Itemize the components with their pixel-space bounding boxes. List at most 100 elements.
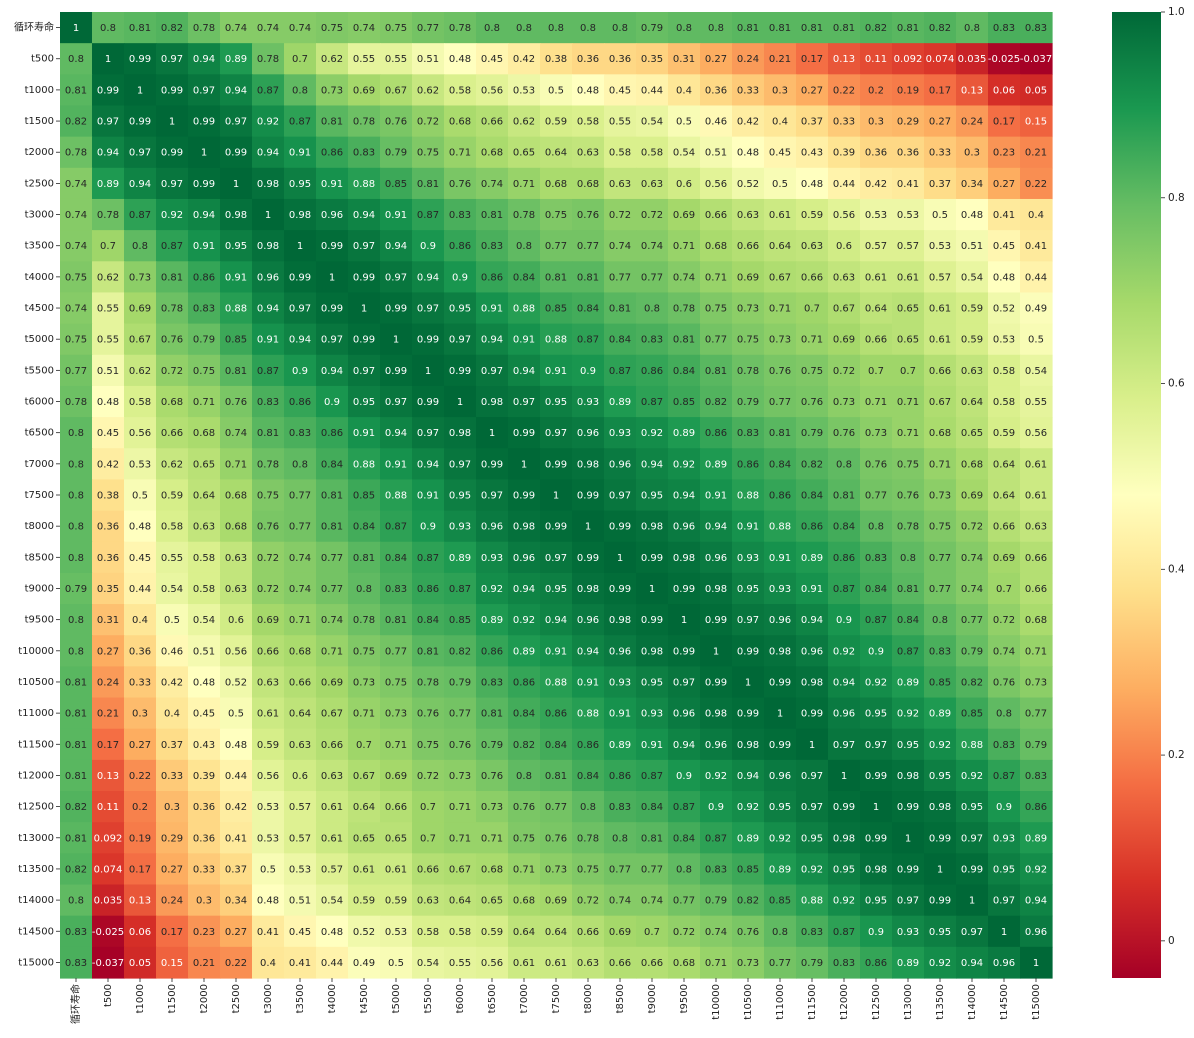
- cell-value-label: 0.83: [801, 927, 823, 938]
- cell-value-label: 0.67: [385, 85, 407, 96]
- cell-value-label: 0.96: [577, 428, 599, 439]
- cell-value-label: 0.88: [545, 335, 567, 346]
- cell-value-label: 0.97: [737, 615, 759, 626]
- cell-value-label: 0.13: [129, 896, 151, 907]
- cell-value-label: 0.87: [993, 771, 1015, 782]
- cell-value-label: 1: [809, 740, 815, 751]
- cell-value-label: 0.94: [385, 241, 407, 252]
- heatmap-cell: [508, 417, 541, 449]
- cell-value-label: 0.89: [449, 553, 471, 564]
- cell-value-label: 0.43: [193, 740, 215, 751]
- heatmap-cell: [828, 354, 861, 387]
- cell-value-label: 0.91: [289, 148, 311, 159]
- cell-value-label: 0.99: [897, 802, 919, 813]
- heatmap-cell: [796, 354, 829, 387]
- heatmap-cell: [796, 323, 829, 356]
- cell-value-label: 0.97: [673, 677, 695, 688]
- heatmap-cell: [636, 12, 669, 44]
- heatmap-cell: [956, 230, 989, 262]
- heatmap-cell: [572, 417, 605, 449]
- cell-value-label: 0.94: [481, 335, 503, 346]
- cell-value-label: 0.87: [833, 584, 855, 595]
- cell-value-label: 0.71: [897, 397, 919, 408]
- cell-value-label: 0.27: [801, 85, 823, 96]
- cell-value-label: 1: [233, 179, 239, 190]
- cell-value-label: 0.99: [513, 491, 535, 502]
- cell-value-label: 0.99: [97, 85, 119, 96]
- heatmap-cell: [828, 385, 861, 418]
- x-tick-label: t1500: [167, 984, 178, 1013]
- cell-value-label: 0.8: [868, 522, 884, 533]
- x-tick-label: t4000: [327, 984, 338, 1013]
- cell-value-label: 0.61: [321, 802, 343, 813]
- heatmap-cell: [636, 479, 669, 512]
- cell-value-label: 0.66: [161, 428, 183, 439]
- cell-value-label: 0.34: [961, 179, 983, 190]
- heatmap-cell: [604, 230, 637, 262]
- cell-value-label: 0.96: [801, 646, 823, 657]
- heatmap-cell: [700, 354, 733, 387]
- cell-value-label: 0.94: [225, 85, 247, 96]
- cell-value-label: 0.99: [705, 615, 727, 626]
- heatmap-cell: [124, 385, 157, 418]
- cell-value-label: 0.035: [94, 896, 123, 907]
- cell-value-label: 0.81: [769, 23, 791, 34]
- heatmap-cell: [732, 292, 765, 325]
- cell-value-label: 0.48: [961, 210, 983, 221]
- heatmap-cell: [284, 385, 317, 418]
- heatmap-cell: [348, 230, 381, 262]
- heatmap-cell: [60, 230, 93, 262]
- heatmap-cell: [508, 230, 541, 262]
- heatmap-cell: [988, 479, 1021, 512]
- heatmap-cell: [284, 323, 317, 356]
- cell-value-label: 0.68: [513, 896, 535, 907]
- cell-value-label: 0.98: [801, 677, 823, 688]
- cell-value-label: 0.92: [833, 646, 855, 657]
- cell-value-label: 0.77: [289, 491, 311, 502]
- cell-value-label: 0.88: [225, 304, 247, 315]
- heatmap-cell: [700, 74, 733, 107]
- cell-value-label: 0.81: [417, 646, 439, 657]
- heatmap-cell: [668, 198, 701, 231]
- heatmap-cell: [860, 198, 893, 231]
- heatmap-cell: [412, 12, 445, 44]
- cell-value-label: 0.99: [129, 54, 151, 65]
- cell-value-label: 0.71: [929, 459, 951, 470]
- heatmap-cell: [316, 604, 349, 636]
- cell-value-label: 0.48: [257, 896, 279, 907]
- heatmap-cell: [604, 198, 637, 231]
- heatmap-cell: [60, 105, 93, 138]
- heatmap-cell: [1020, 136, 1053, 169]
- cell-value-label: 0.84: [641, 802, 663, 813]
- heatmap-cell: [700, 230, 733, 262]
- cell-value-label: 0.37: [225, 864, 247, 875]
- heatmap-cell: [284, 292, 317, 325]
- heatmap-cell: [668, 74, 701, 107]
- heatmap-cell: [572, 198, 605, 231]
- cell-value-label: 0.96: [609, 459, 631, 470]
- cell-value-label: 0.79: [737, 397, 759, 408]
- cell-value-label: 0.82: [801, 459, 823, 470]
- heatmap-cell: [220, 635, 253, 667]
- cell-value-label: 0.71: [193, 397, 215, 408]
- cell-value-label: 0.89: [1025, 833, 1047, 844]
- cell-value-label: 0.77: [673, 896, 695, 907]
- heatmap-cell: [924, 572, 957, 605]
- cell-value-label: 0.92: [833, 896, 855, 907]
- cell-value-label: 0.19: [897, 85, 919, 96]
- heatmap-cell: [156, 354, 189, 387]
- cell-value-label: 0.8: [772, 927, 788, 938]
- heatmap-cell: [444, 43, 477, 75]
- cell-value-label: 0.77: [321, 584, 343, 595]
- cell-value-label: 0.66: [641, 958, 663, 969]
- cell-value-label: 0.17: [993, 117, 1015, 128]
- heatmap-cell: [156, 510, 189, 543]
- cell-value-label: 0.05: [129, 958, 151, 969]
- heatmap-cell: [732, 198, 765, 231]
- cell-value-label: 0.94: [193, 210, 215, 221]
- heatmap-cell: [252, 74, 285, 107]
- cell-value-label: 0.97: [449, 459, 471, 470]
- cell-value-label: 0.73: [1025, 677, 1047, 688]
- cell-value-label: 0.72: [417, 771, 439, 782]
- cell-value-label: 0.99: [353, 272, 375, 283]
